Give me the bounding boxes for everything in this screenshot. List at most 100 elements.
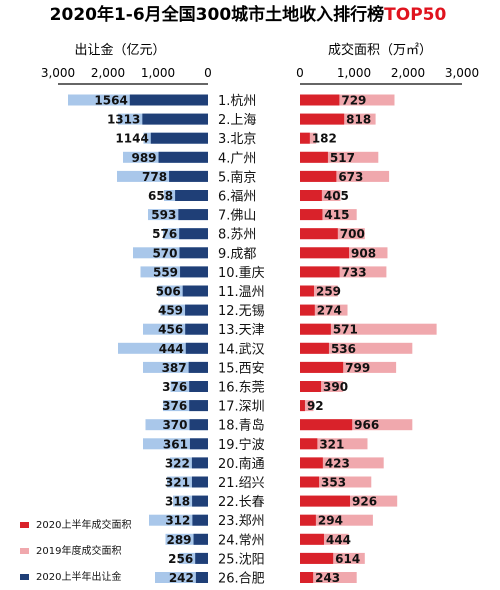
left-tick-label: 3,000 [41,66,75,80]
bar-land-2019 [133,247,208,259]
label-area-2020: 444 [326,533,351,547]
bar-area-2019 [300,457,384,469]
right-tick-label: 0 [296,66,304,80]
bar-land-2019 [140,266,208,278]
left-tick-label: 0 [204,66,212,80]
label-area-2020: 353 [321,476,346,490]
bar-land-2020 [192,514,208,526]
label-land-2020: 559 [153,265,178,279]
bar-land-2020 [195,552,208,564]
bar-land-2020 [179,228,208,240]
label-land-2020: 321 [165,476,190,490]
bar-area-2020 [300,457,323,469]
label-area-2020: 966 [354,418,379,432]
bar-land-2020 [193,533,208,545]
bar-land-2020 [142,113,208,125]
bar-land-2019 [173,495,208,507]
bar-land-2019 [167,476,208,488]
bar-area-2020 [300,113,345,125]
legend-swatch [20,522,29,528]
bar-land-2020 [182,285,208,297]
label-land-2020: 576 [152,227,177,241]
category-label: 21.绍兴 [218,476,265,491]
category-label: 13.天津 [218,323,265,338]
bar-area-2020 [300,400,305,412]
label-area-2020: 92 [307,399,324,413]
bar-land-2020 [191,457,208,469]
bar-area-2019 [300,285,338,297]
right-tick-label: 3,000 [445,66,479,80]
category-label: 15.西安 [218,361,265,376]
bar-land-2019 [117,170,208,182]
bar-land-2020 [189,438,208,450]
label-area-2020: 390 [323,380,348,394]
label-area-2020: 729 [341,94,366,108]
label-land-2020: 456 [158,323,183,337]
category-label: 19.宁波 [218,437,265,453]
bar-area-2020 [300,132,310,144]
bar-land-2020 [191,476,208,488]
bar-area-2020 [300,476,320,488]
bar-land-2019 [143,361,208,373]
bars: 1564 1.杭州 729 1313 2.上海 818 1144 3.北京 182 989 4.广州… [68,94,437,587]
bar-area-2020 [300,304,315,316]
label-land-2020: 361 [163,437,188,451]
category-label: 12.无锡 [218,304,265,319]
bar-area-2020 [300,381,322,392]
bar-land-2020 [189,419,208,431]
bar-area-2020 [300,247,350,259]
category-label: 11.温州 [218,285,265,300]
label-area-2020: 818 [346,113,371,127]
label-area-2020: 673 [338,170,363,184]
bar-land-2020 [175,190,208,201]
bar-area-2019 [300,323,437,335]
label-area-2020: 259 [316,285,341,299]
label-land-2020: 1564 [94,94,127,108]
bar-land-2020 [179,247,208,259]
category-label: 2.上海 [218,113,256,128]
label-area-2020: 405 [324,189,349,203]
category-label: 22.长春 [218,495,265,510]
bar-land-2020 [188,361,208,373]
chart-title: 2020年1-6月全国300城市土地收入排行榜TOP50 [50,4,447,25]
label-area-2020: 926 [352,495,377,509]
label-area-2020: 274 [317,304,342,318]
bar-land-2020 [189,400,208,412]
bar-land-2020 [158,151,208,163]
bar-area-2019 [300,342,413,354]
label-land-2020: 444 [159,342,184,356]
bar-area-2019 [300,476,372,488]
label-land-2020: 658 [148,189,173,203]
bar-area-2019 [300,94,395,106]
label-area-2020: 517 [330,151,355,165]
label-land-2020: 1313 [107,113,140,127]
label-area-2020: 536 [331,342,356,356]
bar-area-2020 [300,533,324,545]
bar-area-2020 [300,285,314,297]
label-area-2020: 908 [351,246,376,260]
bar-area-2019 [300,209,357,221]
chart-title-highlight: TOP50 [384,5,446,25]
bar-area-2020 [300,190,322,201]
label-area-2020: 700 [340,227,365,241]
bar-land-2019 [179,552,208,564]
bar-land-2019 [143,323,208,335]
category-label: 26.合肥 [218,572,265,587]
label-land-2020: 593 [151,208,176,222]
label-land-2020: 242 [169,571,194,585]
bar-land-2020 [185,304,208,316]
category-label: 20.南通 [218,456,265,472]
bar-area-2020 [300,323,331,335]
bar-land-2019 [165,533,208,545]
label-area-2020: 614 [335,552,360,566]
category-label: 16.东莞 [218,381,265,396]
label-land-2020: 322 [165,456,190,470]
bar-land-2019 [163,400,208,412]
label-land-2020: 570 [152,246,177,260]
category-label: 25.沈阳 [218,552,265,567]
bar-area-2020 [300,228,338,240]
label-land-2020: 387 [162,361,187,375]
label-land-2020: 459 [158,304,183,318]
label-area-2020: 799 [345,361,370,375]
